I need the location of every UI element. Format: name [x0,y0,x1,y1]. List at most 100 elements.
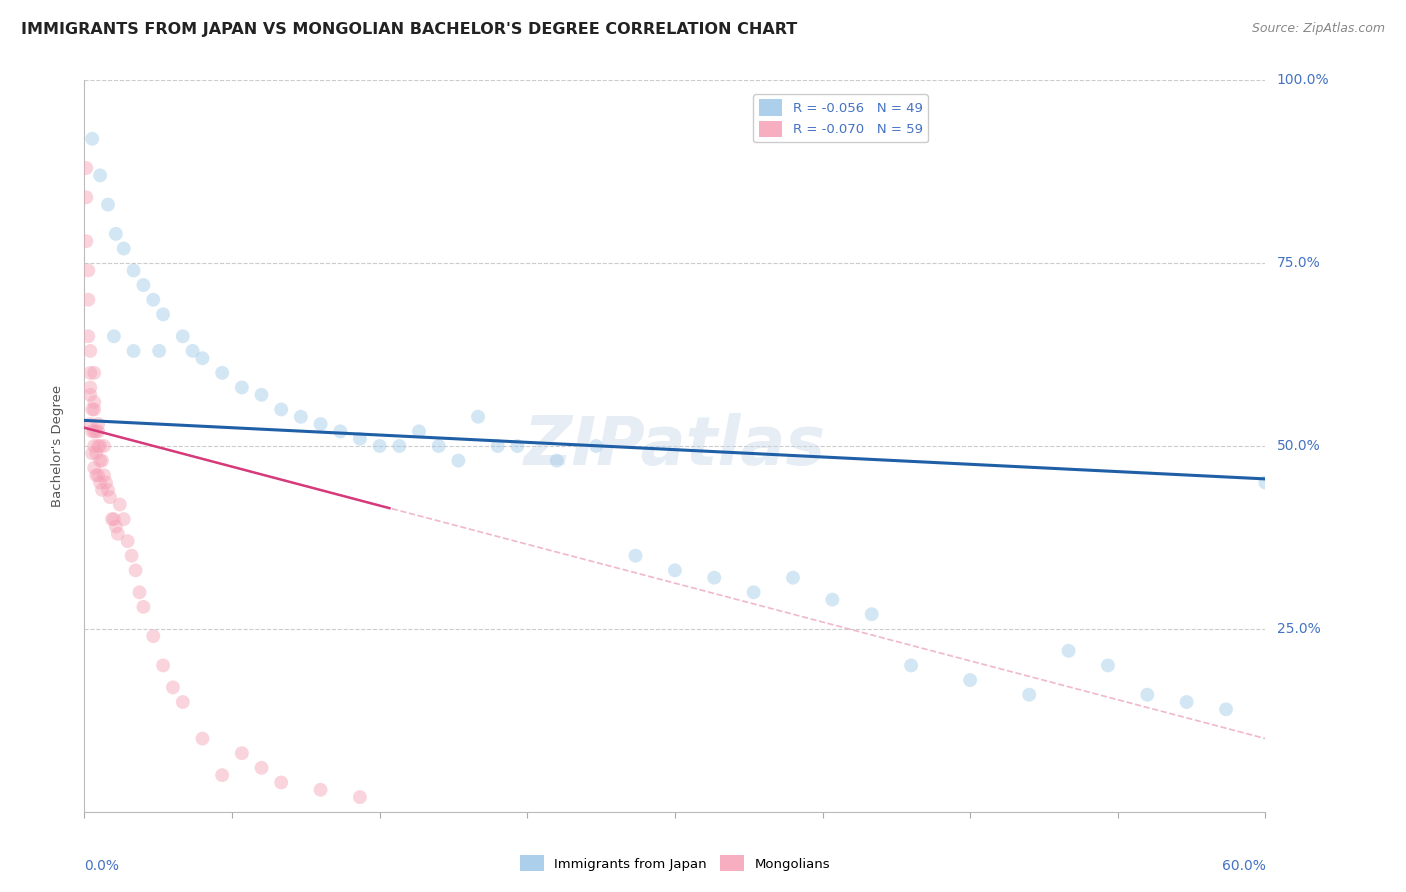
Point [93,439,115,453]
Text: ZIPatlas: ZIPatlas [524,413,825,479]
Point [75,161,97,175]
Point [191,351,214,366]
Point [148,343,170,358]
Point [117,534,139,549]
Point [162,681,184,695]
Point [91,453,114,467]
Point [103,329,125,343]
Point [104,519,127,533]
Point [79,380,101,394]
Text: IMMIGRANTS FROM JAPAN VS MONGOLIAN BACHELOR'S DEGREE CORRELATION CHART: IMMIGRANTS FROM JAPAN VS MONGOLIAN BACHE… [21,22,797,37]
Point [349,790,371,805]
Point [89,439,111,453]
Point [101,512,124,526]
Point [97,483,120,497]
Point [82,132,104,146]
Point [250,388,273,402]
Point [1136,688,1159,702]
Point [388,439,411,453]
Point [87,439,110,453]
Point [1254,475,1277,490]
Point [77,293,100,307]
Point [427,439,450,453]
Point [108,498,131,512]
Point [79,366,101,380]
Text: 75.0%: 75.0% [1277,256,1320,270]
Point [107,526,129,541]
Point [124,563,146,577]
Point [152,658,174,673]
Point [142,629,165,643]
Point [250,761,273,775]
Point [172,329,194,343]
Point [87,417,110,431]
Point [132,278,155,293]
Point [309,417,332,431]
Point [122,263,145,277]
Legend: Immigrants from Japan, Mongolians: Immigrants from Japan, Mongolians [515,850,835,877]
Point [83,402,105,417]
Point [112,242,135,256]
Point [91,483,114,497]
Point [900,658,922,673]
Point [103,512,125,526]
Point [121,549,143,563]
Point [742,585,765,599]
Point [1057,644,1080,658]
Point [860,607,883,622]
Point [77,263,100,277]
Point [959,673,981,687]
Point [329,425,352,439]
Point [94,475,117,490]
Point [290,409,312,424]
Point [231,746,253,760]
Point [104,227,127,241]
Point [83,366,105,380]
Point [664,563,686,577]
Point [585,439,607,453]
Point [1018,688,1040,702]
Point [97,197,120,211]
Point [152,307,174,321]
Point [82,402,104,417]
Text: Source: ZipAtlas.com: Source: ZipAtlas.com [1251,22,1385,36]
Point [349,432,371,446]
Point [112,512,135,526]
Point [191,731,214,746]
Point [231,380,253,394]
Y-axis label: Bachelor's Degree: Bachelor's Degree [51,385,63,507]
Point [77,329,100,343]
Point [83,395,105,409]
Point [506,439,529,453]
Point [486,439,509,453]
Point [181,343,204,358]
Point [447,453,470,467]
Point [84,446,107,460]
Text: 50.0%: 50.0% [1277,439,1320,453]
Point [75,190,97,204]
Point [132,599,155,614]
Point [83,461,105,475]
Point [75,234,97,248]
Point [211,366,233,380]
Point [79,388,101,402]
Point [122,343,145,358]
Point [270,402,292,417]
Point [1097,658,1119,673]
Point [467,409,489,424]
Point [89,475,111,490]
Point [172,695,194,709]
Point [89,453,111,467]
Point [79,343,101,358]
Point [546,453,568,467]
Text: 0.0%: 0.0% [84,859,120,873]
Point [87,468,110,483]
Point [1175,695,1198,709]
Point [79,417,101,431]
Point [211,768,233,782]
Point [270,775,292,789]
Point [142,293,165,307]
Point [368,439,391,453]
Point [309,782,332,797]
Point [82,425,104,439]
